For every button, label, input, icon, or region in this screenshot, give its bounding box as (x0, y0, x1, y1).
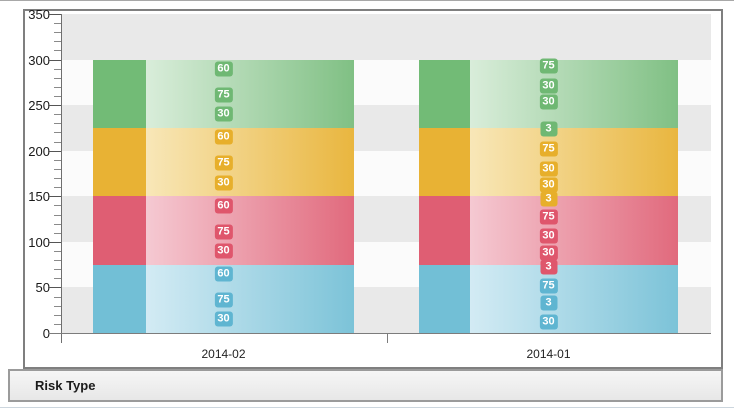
y-axis-label: 250 (28, 98, 50, 114)
value-label: 30 (539, 94, 558, 110)
y-axis-minor-tick (54, 123, 61, 125)
y-axis-label: 200 (28, 143, 50, 159)
risk-type-panel-label: Risk Type (35, 378, 96, 393)
value-label: 3 (540, 191, 557, 207)
y-axis-minor-tick (54, 50, 61, 52)
y-axis-minor-tick (54, 260, 61, 262)
y-axis-major-tick (48, 59, 61, 61)
y-axis-minor-tick (54, 77, 61, 79)
y-axis-line (61, 14, 62, 343)
y-axis-minor-tick (54, 205, 61, 207)
value-label: 75 (214, 87, 233, 103)
y-axis-minor-tick (54, 250, 61, 252)
y-axis-minor-tick (54, 232, 61, 234)
bar-segment-yellow[interactable]: 75 30 30 3 (419, 127, 678, 207)
value-label: 75 (539, 141, 558, 157)
bar-segment-red[interactable]: 75 30 30 3 (419, 196, 678, 275)
x-axis-baseline (48, 333, 711, 334)
y-axis-major-tick (48, 241, 61, 243)
risk-type-panel-header[interactable]: Risk Type (8, 369, 723, 402)
value-label: 75 (539, 209, 558, 225)
value-label: 30 (539, 228, 558, 244)
value-label: 30 (539, 78, 558, 94)
y-axis-label: 150 (28, 189, 50, 205)
x-axis-label: 2014-01 (526, 347, 571, 361)
y-axis-minor-tick (54, 323, 61, 325)
y-axis-minor-tick (54, 114, 61, 116)
value-label: 30 (539, 161, 558, 177)
value-label: 60 (214, 198, 233, 214)
y-axis-minor-tick (54, 132, 61, 134)
y-axis-label: 0 (42, 326, 50, 341)
y-axis-minor-tick (54, 214, 61, 216)
value-label: 30 (214, 243, 233, 259)
value-label: 60 (214, 129, 233, 145)
y-axis-minor-tick (54, 296, 61, 298)
y-axis-minor-tick (54, 159, 61, 161)
value-label: 30 (214, 175, 233, 191)
y-axis-minor-tick (54, 86, 61, 88)
value-label: 30 (214, 311, 233, 327)
value-label: 3 (540, 259, 557, 275)
y-axis-minor-tick (54, 68, 61, 70)
value-label: 30 (539, 314, 558, 330)
y-axis-minor-tick (54, 223, 61, 225)
value-label: 30 (539, 177, 558, 193)
value-label: 75 (539, 58, 558, 74)
y-axis-major-tick (48, 14, 61, 15)
bar-segment-green[interactable]: 60 75 30 (93, 59, 354, 128)
plot-area: 350 300 250 200 150 100 50 0 60 75 30 60 75 30 60 75 30 6… (25, 7, 721, 367)
bar-2014-01: 75 30 30 3 75 30 30 3 75 30 30 3 75 3 30 (419, 58, 678, 333)
y-axis-minor-tick (54, 305, 61, 307)
y-axis-minor-tick (54, 141, 61, 143)
value-label: 75 (214, 155, 233, 171)
y-axis-minor-tick (54, 32, 61, 34)
value-label: 30 (539, 245, 558, 261)
bar-segment-blue[interactable]: 60 75 30 (93, 264, 354, 333)
bottom-divider (0, 407, 734, 408)
y-axis-label: 350 (28, 7, 50, 22)
y-axis-major-tick (48, 150, 61, 152)
y-axis-minor-tick (54, 278, 61, 280)
y-axis-label: 300 (28, 52, 50, 68)
y-axis-minor-tick (54, 178, 61, 180)
y-axis-minor-tick (54, 187, 61, 189)
y-axis-minor-tick (54, 314, 61, 316)
bar-segment-yellow[interactable]: 60 75 30 (93, 127, 354, 197)
y-axis-label: 100 (28, 234, 50, 250)
chart-panel: 350 300 250 200 150 100 50 0 60 75 30 60 75 30 60 75 30 6… (23, 7, 723, 369)
value-label: 60 (214, 61, 233, 77)
value-label: 75 (214, 292, 233, 308)
x-axis-label: 2014-02 (201, 347, 246, 361)
y-axis-minor-tick (54, 168, 61, 170)
y-axis-major-tick (48, 105, 61, 107)
value-label: 3 (540, 295, 557, 311)
top-divider (0, 0, 734, 1)
y-axis-minor-tick (54, 23, 61, 25)
value-label: 75 (214, 224, 233, 240)
value-label: 60 (214, 266, 233, 282)
value-label: 30 (214, 106, 233, 122)
plot-stripe (62, 14, 711, 60)
bar-segment-green[interactable]: 75 30 30 3 (419, 58, 678, 137)
y-axis-major-tick (48, 196, 61, 198)
value-label: 75 (539, 278, 558, 294)
bar-segment-red[interactable]: 60 75 30 (93, 196, 354, 265)
y-axis-major-tick (48, 287, 61, 289)
y-axis-minor-tick (54, 269, 61, 271)
y-axis-minor-tick (54, 41, 61, 43)
x-axis-category-tick (387, 333, 388, 343)
bar-segment-blue[interactable]: 75 3 30 (419, 264, 678, 333)
bar-2014-02: 60 75 30 60 75 30 60 75 30 60 75 30 (93, 59, 354, 333)
y-axis-minor-tick (54, 96, 61, 98)
value-label: 3 (540, 121, 557, 137)
y-axis-label: 50 (35, 280, 50, 296)
